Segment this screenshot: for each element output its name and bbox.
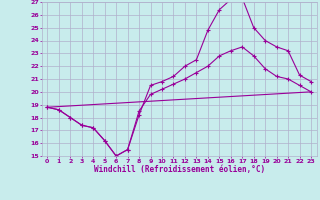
X-axis label: Windchill (Refroidissement éolien,°C): Windchill (Refroidissement éolien,°C) bbox=[94, 165, 265, 174]
